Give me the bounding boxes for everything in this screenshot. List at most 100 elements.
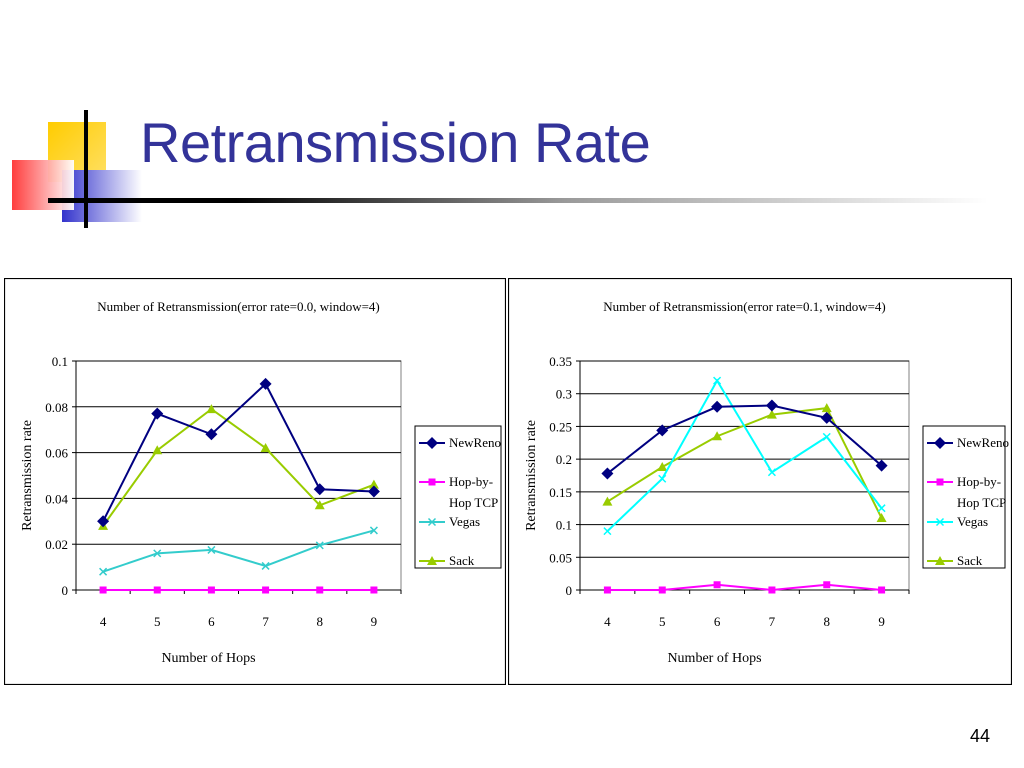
legend-box <box>922 425 1006 569</box>
chart-error-rate-0: Number of Retransmission(error rate=0.0,… <box>4 278 506 685</box>
data-point <box>601 467 614 480</box>
x-tick-label: 5 <box>154 614 161 629</box>
legend-swatch-marker <box>935 517 945 527</box>
data-point <box>367 485 380 498</box>
chart-error-rate-0-1: Number of Retransmission(error rate=0.1,… <box>508 278 1012 685</box>
x-tick-label: 7 <box>262 614 269 629</box>
data-point <box>262 586 270 594</box>
data-point <box>876 513 887 523</box>
data-point <box>767 468 776 477</box>
data-point <box>658 586 666 594</box>
x-tick-label: 8 <box>317 614 324 629</box>
series-hop-by-hop-tcp <box>603 581 886 594</box>
data-point <box>658 474 667 483</box>
y-tick-label: 0.25 <box>549 419 572 434</box>
series-line <box>606 378 883 532</box>
legend-swatch-marker <box>935 556 945 565</box>
legend: NewReno Hop-by-Hop TCP Vegas Sack <box>922 425 1009 569</box>
data-point <box>656 424 669 437</box>
x-tick-label: 9 <box>878 614 885 629</box>
legend-label: Hop-by-Hop TCP <box>957 474 1006 510</box>
data-point <box>207 545 216 554</box>
data-point <box>602 496 613 506</box>
data-point <box>261 561 270 570</box>
data-point <box>259 377 272 390</box>
data-point <box>877 504 886 513</box>
data-point <box>370 586 378 594</box>
data-point <box>878 586 886 594</box>
legend-label: Sack <box>449 553 475 568</box>
series-line <box>102 407 375 527</box>
legend-label: NewReno <box>957 435 1009 450</box>
data-point <box>153 549 162 558</box>
legend-swatch-marker <box>427 556 437 565</box>
y-tick-label: 0.02 <box>45 537 68 552</box>
series-vegas <box>603 376 886 536</box>
data-point <box>260 443 271 453</box>
data-point <box>152 445 163 455</box>
data-point <box>151 407 164 420</box>
y-tick-label: 0.06 <box>45 446 68 461</box>
y-tick-label: 0 <box>62 583 69 598</box>
slide-title: Retransmission Rate <box>140 111 651 174</box>
data-point <box>316 586 324 594</box>
legend-swatch-marker <box>428 478 436 486</box>
y-tick-label: 0.1 <box>556 518 572 533</box>
title-underline <box>48 198 988 203</box>
y-tick-label: 0.15 <box>549 485 572 500</box>
data-point <box>313 483 326 496</box>
data-point <box>768 586 776 594</box>
y-axis-title: Retransmission rate <box>20 420 35 531</box>
data-point <box>369 526 378 535</box>
data-point <box>822 432 831 441</box>
plot-area <box>579 360 910 591</box>
x-tick-label: 6 <box>208 614 215 629</box>
logo-vertical-bar <box>84 110 88 228</box>
x-axis-title: Number of Hops <box>161 651 255 666</box>
x-axis-title: Number of Hops <box>667 651 761 666</box>
series-hop-by-hop-tcp <box>99 586 378 594</box>
data-point <box>99 586 107 594</box>
data-point <box>153 586 161 594</box>
data-point <box>875 459 888 472</box>
data-point <box>603 527 612 536</box>
legend-label: Vegas <box>957 514 988 529</box>
legend-label: Sack <box>957 553 983 568</box>
x-tick-label: 8 <box>824 614 831 629</box>
data-point <box>712 431 723 441</box>
legend: NewReno Hop-by-Hop TCP Vegas Sack <box>414 425 502 569</box>
y-tick-label: 0.08 <box>45 400 68 415</box>
legend-label: Hop-by-Hop TCP <box>449 474 498 510</box>
data-point <box>821 403 832 413</box>
legend-swatch-marker <box>936 478 944 486</box>
series-line <box>607 583 882 592</box>
series-line <box>102 529 375 573</box>
y-tick-label: 0.35 <box>549 354 572 369</box>
chart-svg: Number of Retransmission(error rate=0.0,… <box>4 278 506 685</box>
x-tick-label: 5 <box>659 614 666 629</box>
data-point <box>97 515 110 528</box>
data-point <box>315 541 324 550</box>
x-tick-label: 7 <box>769 614 776 629</box>
data-point <box>314 500 325 510</box>
y-tick-label: 0.3 <box>556 387 572 402</box>
y-tick-label: 0 <box>566 583 573 598</box>
legend-label: NewReno <box>449 435 501 450</box>
y-tick-label: 0.04 <box>45 491 68 506</box>
data-point <box>765 399 778 412</box>
data-point <box>205 428 218 441</box>
data-point <box>368 479 379 489</box>
x-tick-label: 6 <box>714 614 721 629</box>
data-point <box>713 376 722 385</box>
x-tick-label: 9 <box>371 614 378 629</box>
data-point <box>206 404 217 414</box>
chart-title: Number of Retransmission(error rate=0.0,… <box>97 299 380 314</box>
data-point <box>713 581 721 589</box>
data-point <box>820 411 833 424</box>
series-newreno <box>97 377 380 528</box>
data-point <box>766 409 777 419</box>
y-tick-label: 0.05 <box>549 550 572 565</box>
legend-swatch-marker <box>934 437 946 449</box>
slide-number: 44 <box>969 726 990 746</box>
data-point <box>823 581 831 589</box>
